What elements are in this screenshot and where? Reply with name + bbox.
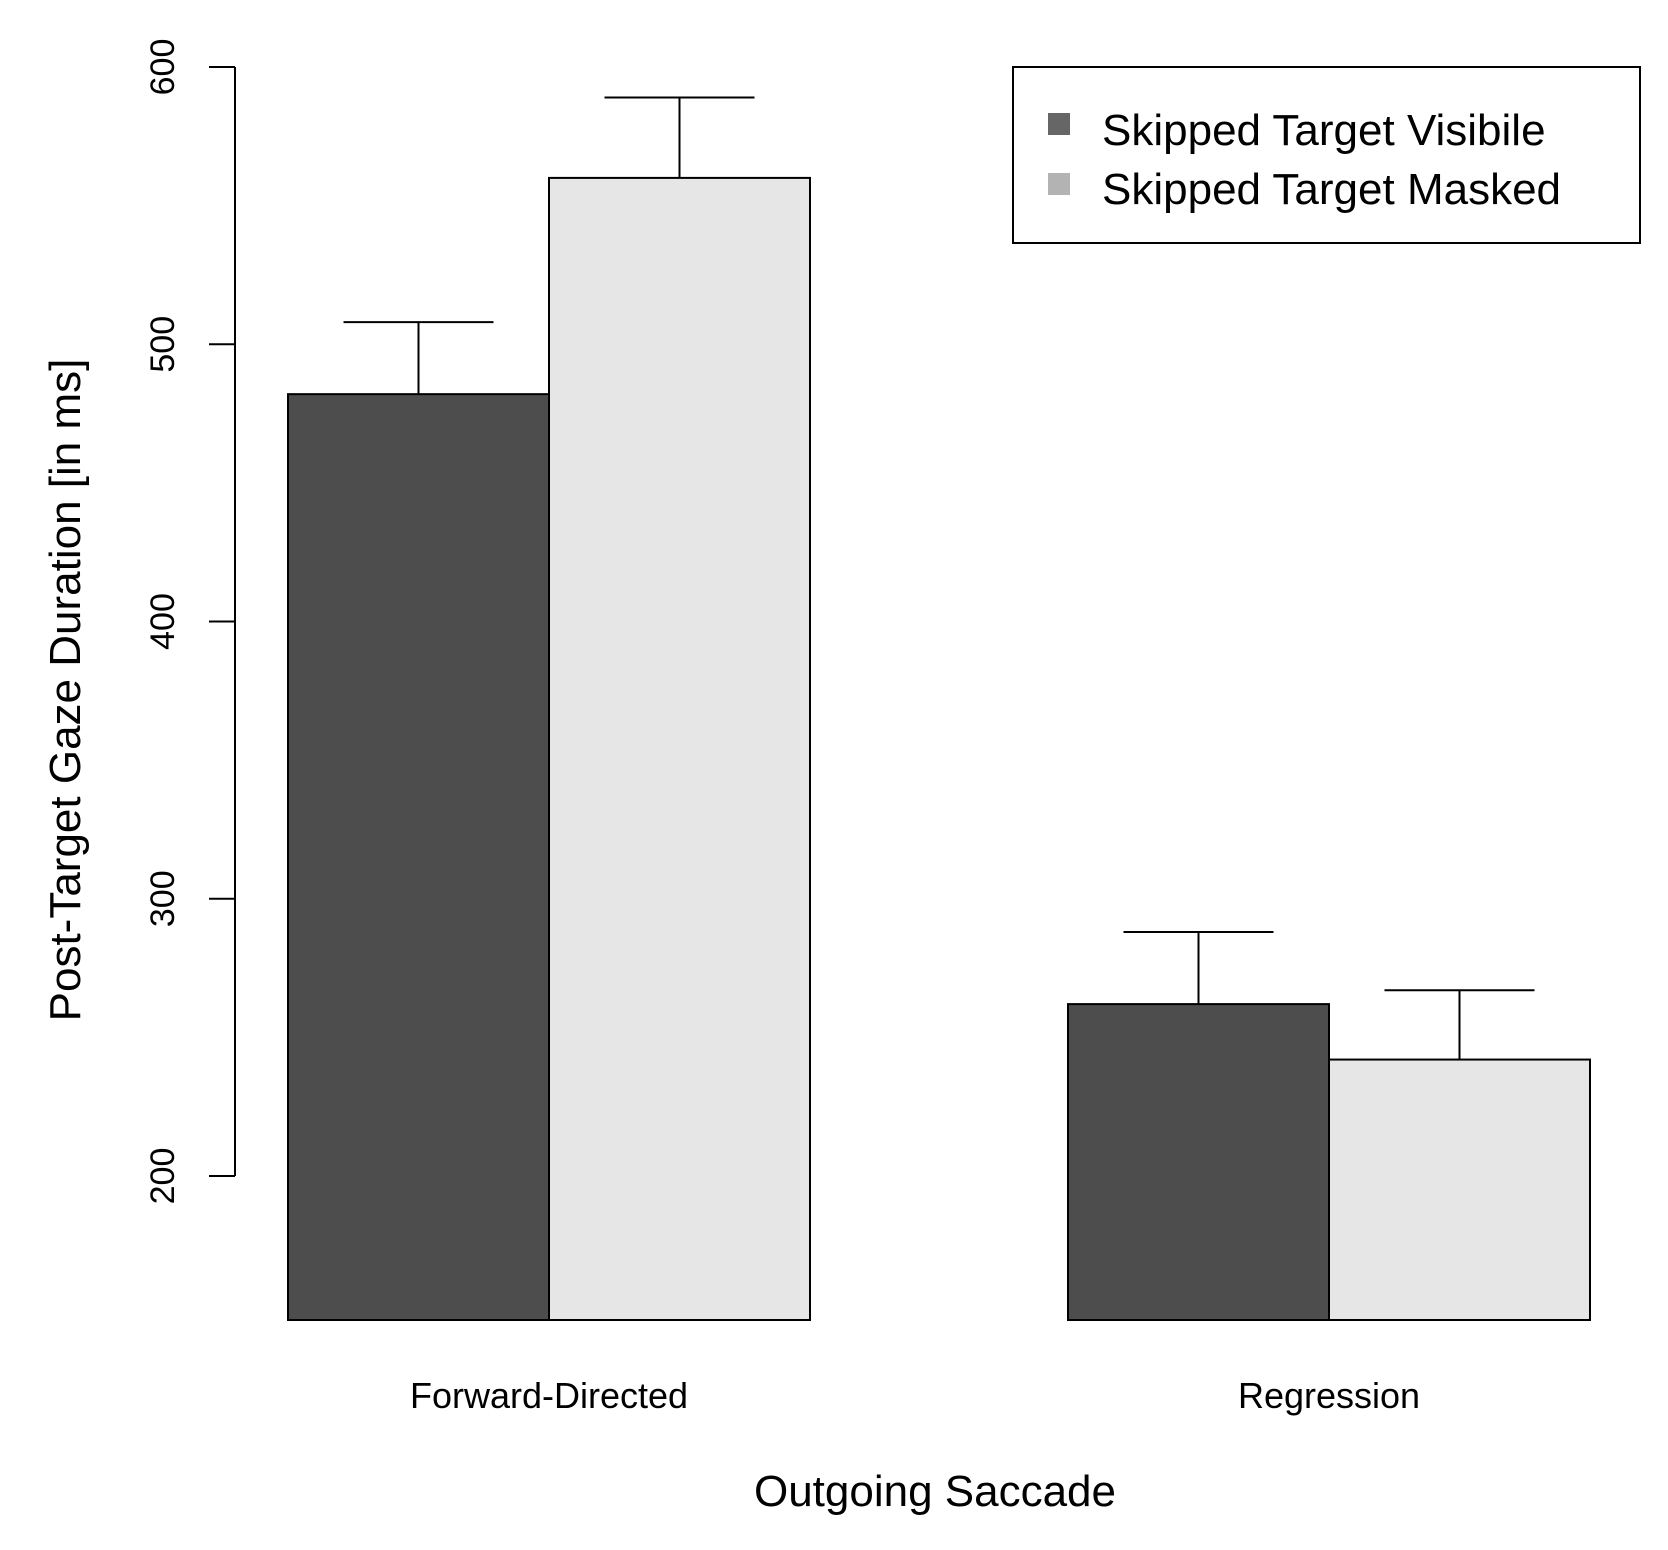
x-axis-title: Outgoing Saccade xyxy=(754,1467,1116,1516)
y-tick-label-200: 200 xyxy=(144,1148,182,1205)
category-label-forward-directed: Forward-Directed xyxy=(410,1375,688,1416)
category-labels: Forward-Directed Regression xyxy=(410,1375,1420,1416)
y-tick-label-600: 600 xyxy=(144,39,182,96)
bar-0-1 xyxy=(548,176,811,1321)
y-tick-label-300: 300 xyxy=(144,870,182,927)
y-axis-title: Post-Target Gaze Duration [in ms] xyxy=(41,359,90,1022)
legend: Skipped Target Visibile Skipped Target M… xyxy=(1012,66,1641,244)
legend-label-visible: Skipped Target Visibile xyxy=(1102,106,1546,155)
bar-1-1 xyxy=(1328,1058,1591,1322)
bars-layer xyxy=(287,176,1591,1322)
error-bars-layer xyxy=(343,96,1535,1060)
y-tick-label-400: 400 xyxy=(144,593,182,650)
legend-box xyxy=(1012,66,1641,244)
y-axis: 200 300 400 500 600 xyxy=(144,39,236,1205)
bar-0-0 xyxy=(287,393,550,1321)
category-label-regression: Regression xyxy=(1238,1375,1420,1416)
legend-swatch-masked xyxy=(1048,173,1070,195)
bar-1-0 xyxy=(1067,1003,1330,1321)
y-tick-label-500: 500 xyxy=(144,316,182,373)
legend-label-masked: Skipped Target Masked xyxy=(1102,165,1561,214)
legend-swatch-visible xyxy=(1048,113,1070,135)
